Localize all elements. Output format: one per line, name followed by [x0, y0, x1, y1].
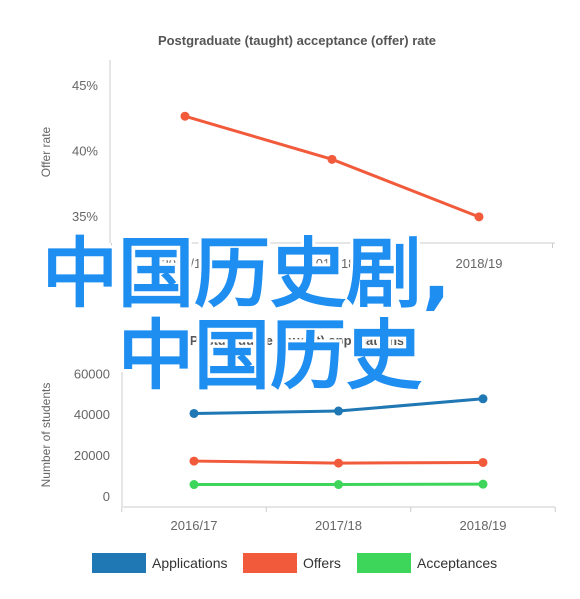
- data-point: [474, 212, 484, 222]
- series-line: [184, 114, 480, 219]
- legend-item[interactable]: Offers: [243, 553, 341, 573]
- data-point: [180, 111, 190, 121]
- legend-label: Acceptances: [417, 555, 497, 571]
- data-point: [334, 480, 343, 490]
- x-tick-label: 2016/17: [162, 256, 209, 271]
- data-point: [189, 480, 199, 490]
- applications-chart: Postgraduate (taught) applications Numbe…: [39, 333, 556, 573]
- legend-swatch: [357, 553, 411, 573]
- legend-item[interactable]: Acceptances: [357, 553, 497, 573]
- x-tick-label: 2018/19: [460, 518, 507, 533]
- offer-rate-chart: Postgraduate (taught) acceptance (offer)…: [39, 33, 555, 271]
- x-tick-label: 2016/17: [171, 518, 218, 533]
- chart-title: Postgraduate (taught) acceptance (offer)…: [158, 33, 436, 48]
- y-axis-label: Number of students: [39, 383, 53, 488]
- y-tick-label: 0: [103, 489, 110, 504]
- overlay-watermark: 中国历史剧, 中国历史: [39, 226, 454, 403]
- x-tick-label: 2017/18: [309, 256, 356, 271]
- legend-label: Offers: [303, 555, 341, 571]
- legend-swatch: [243, 553, 297, 573]
- data-point: [327, 154, 337, 164]
- data-point: [189, 408, 199, 418]
- data-point: [478, 479, 488, 489]
- y-tick-label: 40%: [72, 144, 98, 159]
- legend-label: Applications: [152, 555, 228, 571]
- x-tick-label: 2018/19: [456, 256, 503, 271]
- y-tick-label: 60000: [74, 366, 110, 381]
- overlay-text-line1: 中国历史剧,: [42, 229, 451, 318]
- y-axis-label: Offer rate: [39, 126, 53, 177]
- overlay-text-line2: 中国历史: [118, 311, 422, 400]
- x-tick-label: 2017/18: [315, 518, 362, 533]
- data-point: [478, 394, 488, 404]
- y-tick-label: 45%: [72, 78, 98, 93]
- data-point: [334, 458, 343, 468]
- data-point: [334, 406, 343, 416]
- legend-swatch: [92, 553, 146, 573]
- y-tick-label: 20000: [74, 448, 110, 463]
- data-point: [478, 457, 488, 467]
- y-tick-label: 40000: [74, 407, 110, 422]
- legend-item[interactable]: Applications: [92, 553, 228, 573]
- chart-title: Postgraduate (taught) applications: [190, 333, 405, 348]
- y-tick-label: 35%: [72, 209, 98, 224]
- data-point: [189, 456, 199, 466]
